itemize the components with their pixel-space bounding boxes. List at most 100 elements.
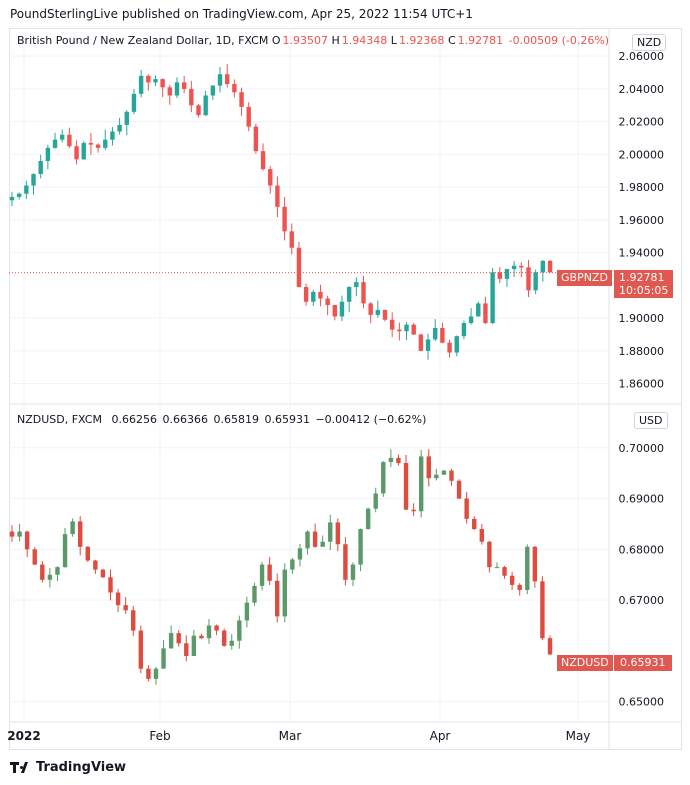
nzdusd-y-tick-label: 0.70000 <box>619 442 665 455</box>
gbpnzd-candle-body <box>504 269 510 279</box>
gbpnzd-candle-body <box>95 144 101 148</box>
gbpnzd-y-tick-label: 2.04000 <box>619 83 665 96</box>
nzdusd-candle <box>282 563 287 623</box>
gbpnzd-last-label: GBPNZD <box>557 270 612 286</box>
gbpnzd-candle-body <box>318 291 323 299</box>
gbpnzd-candle <box>260 143 266 171</box>
nzdusd-candle <box>411 503 416 516</box>
gbpnzd-y-tick-label: 1.98000 <box>619 181 665 194</box>
nzdusd-candle-body <box>365 508 371 530</box>
gbpnzd-candle-body <box>325 298 330 306</box>
nzd-unit-badge[interactable]: NZD <box>632 34 667 51</box>
nzdusd-candle <box>191 629 197 657</box>
nzdusd-candle <box>494 562 500 569</box>
gbpnzd-candle <box>476 301 481 317</box>
gbpnzd-candle <box>375 300 381 318</box>
gbpnzd-candle-body <box>117 124 122 132</box>
nzdusd-candle <box>77 516 83 556</box>
gbpnzd-candle <box>110 127 115 146</box>
nzdusd-candle <box>62 527 68 568</box>
gbpnzd-y-tick-label: 1.96000 <box>619 214 665 227</box>
gbpnzd-candle <box>74 140 79 165</box>
gbpnzd-candle-body <box>153 79 158 83</box>
nzdusd-candle-body <box>305 531 310 549</box>
nzdusd-candle <box>540 575 545 641</box>
gbpnzd-candle-body <box>268 169 273 186</box>
gbpnzd-close: 1.92781 <box>457 34 504 47</box>
x-tick-label: 2022 <box>7 729 40 743</box>
gbpnzd-candle-body <box>189 88 194 106</box>
gbpnzd-high: 1.94348 <box>341 34 388 47</box>
gbpnzd-candle-body <box>67 134 72 147</box>
gbpnzd-candle-body <box>16 193 22 197</box>
gbpnzd-candle-body <box>303 287 309 302</box>
nzdusd-candle-body <box>108 577 113 593</box>
gbpnzd-candle-body <box>397 329 402 332</box>
nzdusd-candle-body <box>328 522 333 542</box>
gbpnzd-candle-body <box>468 316 474 324</box>
gbpnzd-candle <box>433 319 438 341</box>
nzdusd-candle <box>214 624 219 636</box>
gbpnzd-candle-body <box>24 185 29 194</box>
gbpnzd-candle-body <box>526 267 531 291</box>
nzdusd-candle-body <box>373 493 378 509</box>
gbpnzd-candle <box>447 339 452 358</box>
nzdusd-candle <box>32 547 37 566</box>
nzdusd-candle <box>426 449 431 487</box>
gbpnzd-candle-body <box>418 334 424 351</box>
gbpnzd-candle <box>526 259 531 298</box>
tradingview-footer[interactable]: TradingView <box>10 760 126 775</box>
x-tick-label: May <box>566 729 591 743</box>
nzdusd-candle-body <box>396 457 401 464</box>
gbpnzd-candle-body <box>103 139 108 148</box>
x-tick-label: Feb <box>149 729 170 743</box>
nzdusd-candle-body <box>176 633 181 644</box>
nzdusd-candle-body <box>252 585 257 603</box>
nzdusd-candle-body <box>343 544 348 580</box>
gbpnzd-candle <box>253 123 259 154</box>
nzdusd-candle-body <box>229 640 234 646</box>
gbpnzd-candle <box>160 78 165 98</box>
nzdusd-candle-body <box>479 529 485 542</box>
gbpnzd-candle <box>24 180 29 200</box>
nzdusd-y-tick-label: 0.67000 <box>619 594 665 607</box>
nzdusd-candle-body <box>532 546 538 582</box>
nzdusd-candle <box>70 518 75 537</box>
nzdusd-change: −0.00412 (−0.62%) <box>315 413 427 426</box>
gbpnzd-candle-body <box>210 85 216 96</box>
gbpnzd-candle-body <box>382 309 388 320</box>
nzdusd-candle <box>343 537 348 586</box>
nzdusd-candle <box>449 468 454 486</box>
nzdusd-candle <box>517 583 522 596</box>
gbpnzd-candle-body <box>519 265 524 268</box>
nzdusd-candle-body <box>153 668 159 679</box>
gbpnzd-y-tick-label: 2.06000 <box>619 50 665 63</box>
x-tick-label: Apr <box>430 729 451 743</box>
nzdusd-last-price: 0.65931 <box>614 655 672 671</box>
gbpnzd-candle <box>346 286 352 313</box>
gbpnzd-candle-body <box>60 134 65 140</box>
nzdusd-candle <box>373 487 378 513</box>
nzdusd-candle-body <box>77 521 83 547</box>
usd-unit-badge[interactable]: USD <box>634 412 668 429</box>
nzdusd-candle <box>350 562 356 587</box>
nzdusd-candle-body <box>418 456 424 512</box>
gbpnzd-candle <box>131 89 137 115</box>
nzdusd-candle <box>146 665 151 682</box>
gbpnzd-candle-body <box>339 301 345 317</box>
gbpnzd-candle-body <box>239 92 244 107</box>
nzdusd-candle-body <box>275 580 280 617</box>
gbpnzd-candle <box>533 269 538 295</box>
nzdusd-candle <box>93 559 98 574</box>
nzdusd-candle-body <box>244 602 250 621</box>
gbpnzd-candle-body <box>289 231 294 248</box>
gbpnzd-candle-body <box>146 75 151 83</box>
nzdusd-candle <box>381 461 386 497</box>
gbpnzd-candle-body <box>433 327 438 340</box>
nzdusd-candle <box>138 625 144 674</box>
nzdusd-candle-body <box>138 630 144 669</box>
gbpnzd-last-price: 1.92781 <box>619 271 665 284</box>
nzdusd-candle-body <box>199 635 204 639</box>
nzdusd-candle <box>479 524 485 545</box>
